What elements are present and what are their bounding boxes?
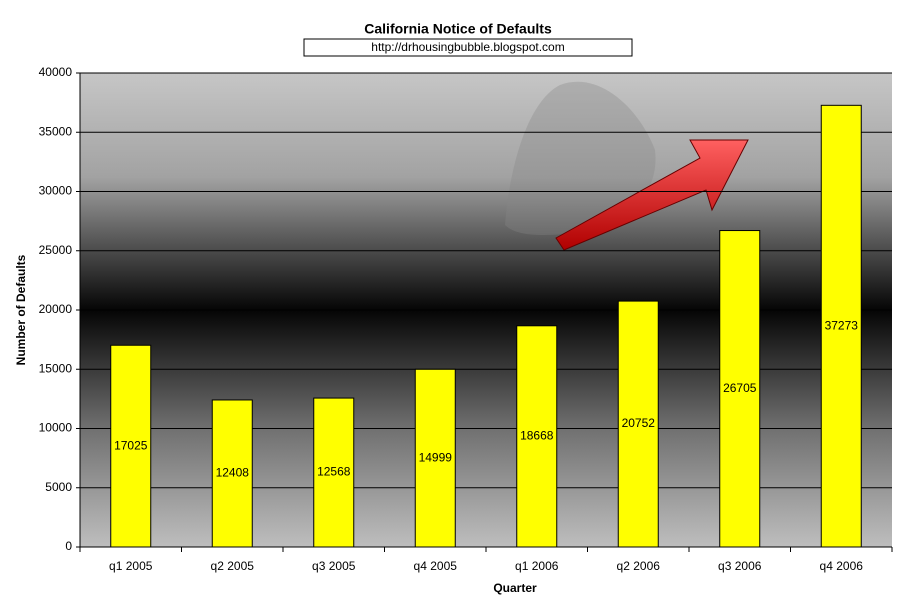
photo-silhouette xyxy=(505,81,656,235)
y-tick-label: 40000 xyxy=(39,65,73,79)
trend-arrow xyxy=(555,139,749,251)
x-tick-label: q4 2005 xyxy=(414,559,458,573)
data-label: 12568 xyxy=(317,465,351,479)
data-label: 20752 xyxy=(622,416,656,430)
bar xyxy=(719,230,761,548)
data-label: 18668 xyxy=(520,429,554,443)
y-tick-label: 25000 xyxy=(39,243,73,257)
decoration xyxy=(505,81,656,235)
bar xyxy=(617,300,659,548)
y-tick-label: 15000 xyxy=(39,361,73,375)
y-tick-label: 10000 xyxy=(39,421,73,435)
x-tick-label: q1 2005 xyxy=(109,559,153,573)
y-axis-label: Number of Defaults xyxy=(14,254,28,365)
y-tick-label: 20000 xyxy=(39,302,73,316)
x-tick-label: q3 2005 xyxy=(312,559,356,573)
bar xyxy=(313,397,355,548)
data-label: 17025 xyxy=(114,438,148,452)
y-tick-label: 5000 xyxy=(45,480,72,494)
bar xyxy=(820,104,862,548)
x-tick-label: q4 2006 xyxy=(820,559,864,573)
x-axis-label: Quarter xyxy=(493,581,537,595)
y-tick-label: 35000 xyxy=(39,124,73,138)
bar xyxy=(516,325,558,548)
subtitle-box xyxy=(303,38,633,57)
bar xyxy=(211,399,253,548)
chart-subtitle: http://drhousingbubble.blogspot.com xyxy=(371,40,564,54)
chart-title: California Notice of Defaults xyxy=(364,21,552,37)
x-tick-label: q2 2006 xyxy=(617,559,661,573)
data-label: 14999 xyxy=(419,450,453,464)
bar xyxy=(414,368,456,548)
y-tick-label: 30000 xyxy=(39,184,73,198)
x-tick-label: q3 2006 xyxy=(718,559,762,573)
data-label: 26705 xyxy=(723,381,757,395)
y-tick-label: 0 xyxy=(65,539,72,553)
x-tick-label: q2 2005 xyxy=(211,559,255,573)
bar xyxy=(110,344,152,548)
data-label: 37273 xyxy=(825,318,859,332)
data-label: 12408 xyxy=(216,466,250,480)
x-tick-label: q1 2006 xyxy=(515,559,559,573)
